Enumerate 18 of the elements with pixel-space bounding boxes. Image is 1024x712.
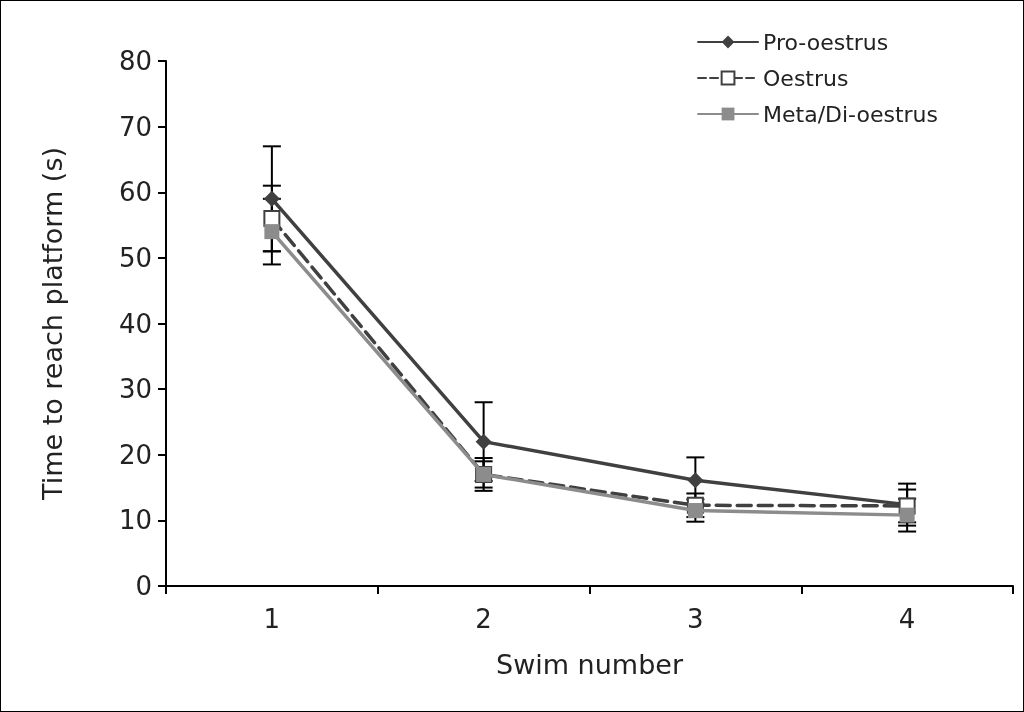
x-axis-title: Swim number <box>496 649 684 680</box>
y-tick-label: 20 <box>118 439 152 470</box>
x-tick-label: 3 <box>687 604 704 634</box>
y-tick-label: 70 <box>118 111 152 142</box>
legend-label: Oestrus <box>763 65 849 91</box>
y-axis-title: Time to reach platform (s) <box>37 147 68 501</box>
x-tick-label: 1 <box>263 604 281 634</box>
y-tick-label: 40 <box>118 308 152 339</box>
y-tick-label: 60 <box>118 177 152 208</box>
y-tick-label: 30 <box>118 374 152 405</box>
y-tick-label: 10 <box>118 505 152 536</box>
legend-label: Meta/Di-oestrus <box>763 101 938 127</box>
y-tick-label: 50 <box>118 242 152 273</box>
y-tick-label: 0 <box>135 571 152 601</box>
x-tick-label: 4 <box>898 604 916 634</box>
y-tick-label: 80 <box>118 46 152 76</box>
x-tick-label: 2 <box>475 604 492 634</box>
legend-label: Pro-oestrus <box>763 29 889 55</box>
